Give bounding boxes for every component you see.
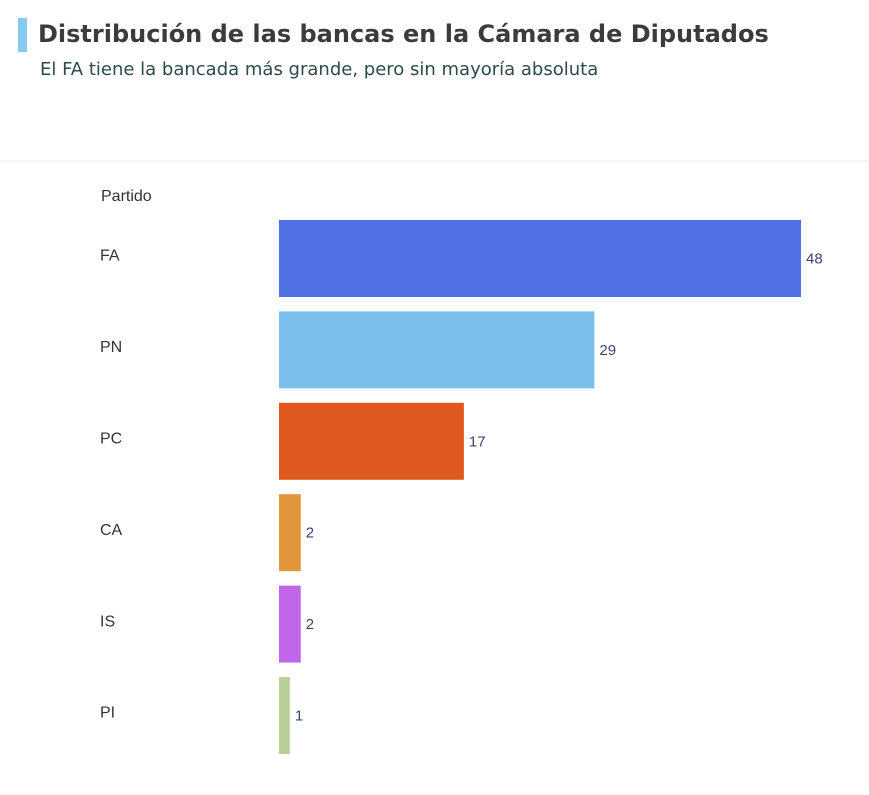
- bar: [279, 220, 801, 297]
- chart-title: Distribución de las bancas en la Cámara …: [38, 20, 769, 48]
- bar: [279, 402, 464, 480]
- value-label: 1: [295, 707, 303, 724]
- value-label: 29: [599, 342, 616, 359]
- value-label: 48: [806, 250, 823, 267]
- value-label: 2: [306, 616, 314, 633]
- chart-subtitle: El FA tiene la bancada más grande, pero …: [40, 59, 598, 80]
- category-label: CA: [100, 522, 123, 539]
- category-label: FA: [100, 248, 120, 265]
- category-label: PC: [100, 431, 122, 448]
- title-accent: [18, 18, 27, 52]
- value-label: 2: [306, 525, 314, 542]
- bar: [279, 494, 301, 572]
- category-label: PN: [100, 339, 122, 356]
- category-label: IS: [100, 613, 115, 630]
- y-axis-label: Partido: [101, 188, 152, 205]
- value-label: 17: [469, 433, 486, 450]
- bar: [279, 311, 595, 389]
- bar: [279, 677, 290, 754]
- category-label: PI: [100, 705, 115, 722]
- bar: [279, 585, 301, 663]
